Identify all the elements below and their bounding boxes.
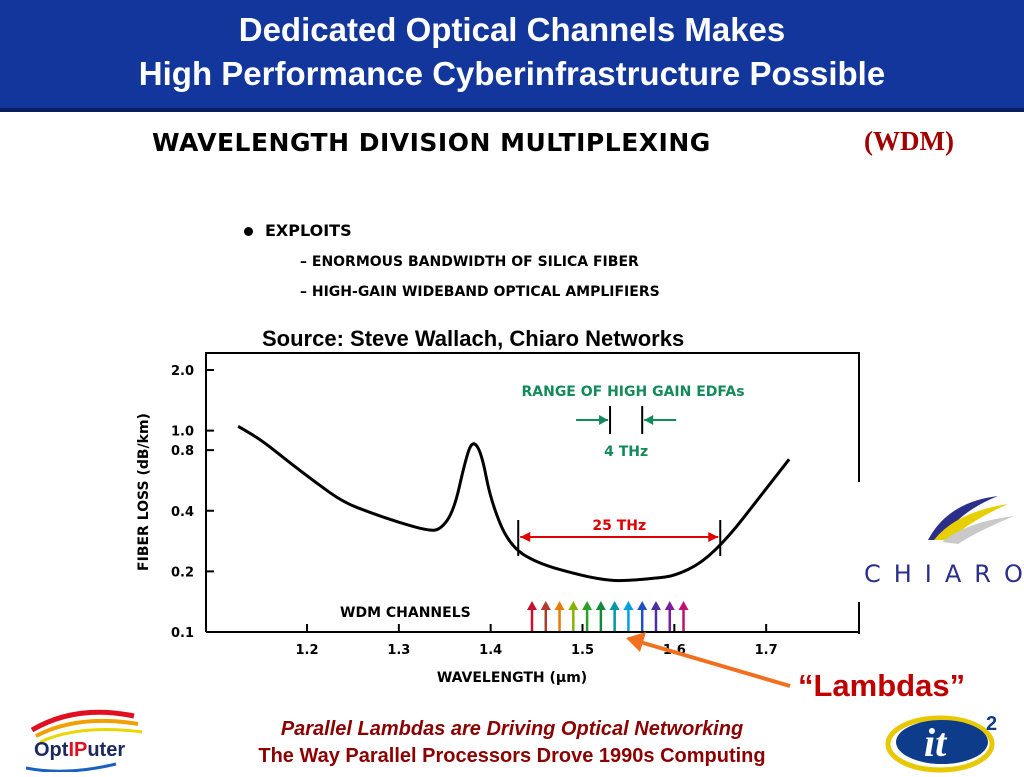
it2-logo: it 2 [885, 713, 997, 773]
wdm-channel-arrowhead-icon [527, 601, 537, 610]
edfa-arrowhead-left-icon [599, 415, 609, 425]
wdm-channel-arrowhead-icon [609, 601, 620, 610]
y-tick-label: 2.0 [171, 364, 194, 379]
y-tick-label: 1.0 [171, 425, 194, 440]
y-tick-label: 0.2 [171, 565, 194, 580]
lambdas-arrowhead-icon [626, 632, 646, 652]
x-tick-label: 1.4 [479, 643, 502, 658]
edfa-arrowhead-right-icon [644, 415, 654, 425]
fiber-loss-curve [237, 425, 791, 583]
wdm-heading: WAVELENGTH DIVISION MULTIPLEXING [152, 128, 711, 157]
wdm-channel-arrowhead-icon [664, 601, 675, 610]
wdm-channel-arrowhead-icon [554, 601, 565, 610]
title-banner: Dedicated Optical Channels Makes High Pe… [0, 0, 1024, 112]
chiaro-wordmark: CHIARO [864, 560, 1024, 588]
wdm-abbreviation: (WDM) [864, 126, 954, 156]
wdm-channel-arrowhead-icon [582, 601, 593, 610]
x-axis-label: WAVELENGTH (µm) [437, 670, 587, 686]
sub-item-amplifiers: – HIGH-GAIN WIDEBAND OPTICAL AMPLIFIERS [300, 284, 660, 300]
x-tick-label: 1.3 [387, 643, 410, 658]
wdm-channel-arrowhead-icon [540, 601, 551, 610]
wdm-channel-arrowhead-icon [623, 601, 634, 610]
x-tick-label: 1.5 [571, 643, 594, 658]
edfa-range-label: 4 THz [604, 444, 648, 460]
bullet-dot-icon [244, 227, 253, 236]
optiputer-part1: Opt [34, 739, 69, 761]
footer-line1: Parallel Lambdas are Driving Optical Net… [280, 718, 744, 740]
lambdas-label: “Lambdas” [798, 668, 966, 703]
wdm-channel-arrowhead-icon [595, 601, 606, 610]
optiputer-part3: uter [87, 739, 125, 761]
svg-text:OptIPuter: OptIPuter [34, 739, 125, 761]
wide-arrowhead-left-icon [520, 532, 531, 542]
slide-title-line2: High Performance Cyberinfrastructure Pos… [138, 55, 886, 92]
wdm-channel-arrowhead-icon [678, 601, 689, 610]
y-tick-label: 0.4 [171, 505, 194, 520]
optiputer-logo: OptIPuter [25, 709, 143, 772]
exploits-bullet: EXPLOITS [244, 221, 352, 240]
sub-item-bandwidth: – ENORMOUS BANDWIDTH OF SILICA FIBER [300, 254, 639, 270]
y-tick-label: 0.1 [171, 626, 194, 641]
exploits-label: EXPLOITS [265, 221, 352, 240]
edfa-label: RANGE OF HIGH GAIN EDFAs [521, 384, 744, 400]
wdm-channel-arrowhead-icon [568, 601, 579, 610]
x-tick-label: 1.2 [295, 643, 318, 658]
wide-range-label: 25 THz [592, 518, 646, 534]
optiputer-swoosh-icon [25, 709, 143, 772]
footer-line2: The Way Parallel Processors Drove 1990s … [258, 745, 766, 767]
wdm-channels-label: WDM CHANNELS [340, 605, 471, 621]
slide-title-line1: Dedicated Optical Channels Makes [238, 11, 786, 48]
wdm-channel-arrowhead-icon [650, 601, 661, 610]
it-text: it [924, 720, 948, 765]
chiaro-logo: CHIARO [858, 482, 1024, 602]
x-tick-label: 1.7 [755, 643, 778, 658]
it-superscript: 2 [986, 713, 997, 735]
y-tick-label: 0.8 [171, 444, 194, 459]
source-credit: Source: Steve Wallach, Chiaro Networks [262, 326, 685, 351]
chiaro-swoosh-icon [928, 496, 1014, 544]
wdm-channel-arrowhead-icon [637, 601, 648, 610]
wide-arrowhead-right-icon [708, 532, 719, 542]
optiputer-part2: IP [68, 739, 87, 761]
lambdas-arrow [639, 640, 791, 688]
y-axis-label: FIBER LOSS (dB/km) [136, 413, 152, 571]
